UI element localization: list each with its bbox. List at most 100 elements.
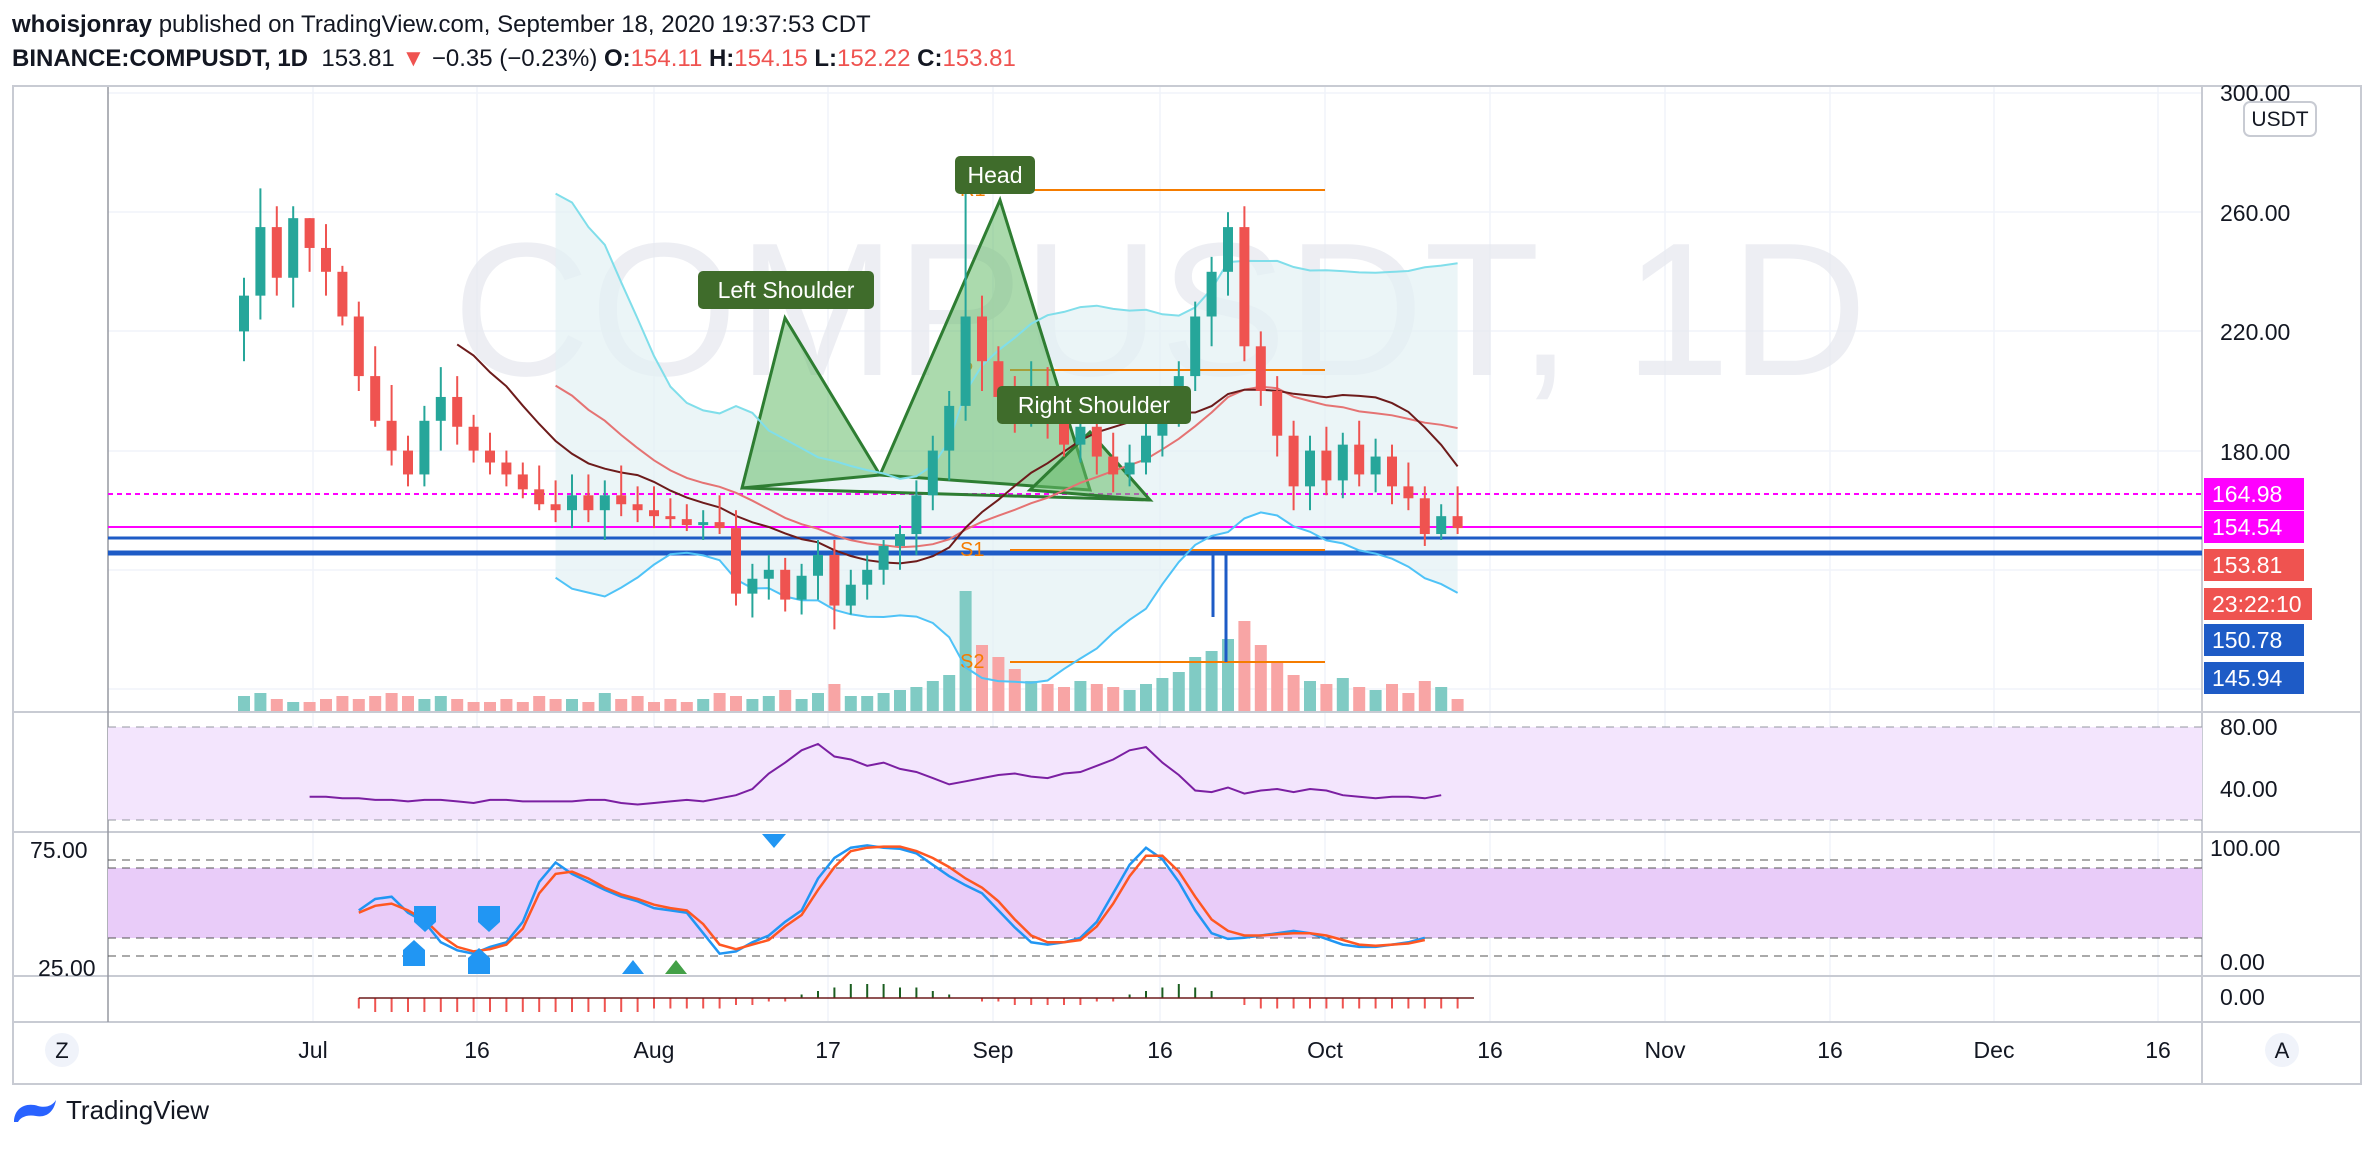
candle-body-20	[567, 495, 577, 511]
candle-body-70	[1387, 456, 1397, 487]
volume-bar-56	[1156, 678, 1169, 711]
volume-bar-51	[1074, 681, 1087, 711]
right-shoulder-triangle[interactable]	[1026, 429, 1154, 502]
right-shoulder-label-box[interactable]	[997, 386, 1191, 424]
currency-badge[interactable]	[2243, 101, 2317, 137]
candle-body-4	[304, 218, 315, 248]
price-label-box-4	[2204, 624, 2304, 656]
ohlc-line: BINANCE:COMPUSDT, 1D 153.81 ▼ −0.35 (−0.…	[12, 42, 1016, 76]
bollinger-upper-line	[555, 192, 1458, 480]
chart-frame	[12, 85, 2362, 1085]
buy-signal-marker-1	[403, 940, 425, 966]
time-tick-3: 17	[815, 1037, 841, 1063]
candle-body-10	[403, 450, 413, 475]
price-tick-220: 220.00	[2220, 319, 2290, 345]
volume-bar-2	[270, 699, 283, 711]
candle-body-72	[1419, 498, 1430, 535]
volume-bar-38	[861, 696, 874, 711]
volume-bar-10	[402, 696, 414, 711]
volume-bar-49	[1041, 684, 1054, 711]
volume-bar-54	[1123, 690, 1136, 711]
candle-body-45	[977, 316, 987, 362]
candle-body-63	[1272, 391, 1283, 436]
price-axis[interactable]: 300.00 260.00 220.00 180.00 80.00 40.00 …	[30, 80, 2290, 1010]
left-shoulder-label-box[interactable]	[698, 271, 874, 309]
candle-body-66	[1321, 450, 1332, 481]
volume-bar-6	[336, 696, 349, 711]
price-label-box-2	[2204, 549, 2304, 581]
low-label: L:	[814, 45, 838, 72]
open-value: 154.11	[630, 45, 703, 72]
volume-bar-39	[877, 693, 890, 711]
volume-bar-27	[680, 702, 693, 711]
zoom-button-circle[interactable]	[45, 1033, 79, 1067]
volume-bar-35	[812, 693, 824, 711]
volume-bar-4	[303, 702, 316, 711]
tradingview-logo-icon	[14, 1099, 56, 1122]
candle-body-8	[370, 376, 381, 421]
time-tick-11: 16	[2145, 1037, 2171, 1063]
time-tick-5: 16	[1147, 1037, 1173, 1063]
symbol-label: BINANCE:COMPUSDT, 1D	[12, 45, 309, 72]
rsi-tick-80: 80.00	[2220, 714, 2278, 740]
price-label-3: 23:22:10	[2212, 591, 2302, 617]
macd-tick-0: 0.00	[2220, 984, 2265, 1010]
candle-body-15	[485, 450, 495, 463]
candle-body-35	[813, 554, 823, 576]
volume-bar-67	[1336, 678, 1349, 711]
candle-body-38	[862, 569, 873, 585]
volume-bar-16	[500, 699, 513, 711]
close-value: 153.81	[942, 45, 1016, 72]
candle-body-74	[1452, 516, 1463, 529]
rsi-band	[108, 727, 2202, 820]
candle-body-29	[714, 522, 725, 529]
volume-bar-32	[762, 696, 775, 711]
volume-bar-73	[1435, 687, 1448, 711]
author-name[interactable]: whoisjonray	[12, 11, 153, 38]
sell-signal-marker-2	[478, 906, 500, 932]
moving-average-dark	[456, 343, 1459, 565]
time-axis[interactable]: Jul 16 Aug 17 Sep 16 Oct 16 Nov 16 Dec 16	[298, 1037, 2171, 1063]
left-shoulder-triangle[interactable]	[740, 314, 883, 490]
candle-body-6	[337, 271, 348, 317]
candle-body-3	[288, 218, 299, 278]
sell-signal-marker-1	[414, 906, 436, 932]
candle-body-5	[321, 247, 331, 272]
volume-bar-37	[844, 696, 857, 711]
volume-bar-0	[238, 696, 250, 711]
candle-body-16	[501, 462, 512, 475]
candle-body-64	[1288, 435, 1299, 487]
head-label-box[interactable]	[955, 156, 1035, 194]
volume-bar-40	[894, 690, 906, 711]
candle-body-25	[649, 510, 659, 517]
time-tick-0: Jul	[298, 1037, 327, 1063]
volume-bar-55	[1140, 684, 1152, 711]
volume-bar-9	[385, 693, 398, 711]
candle-body-7	[353, 316, 364, 377]
currency-label: USDT	[2251, 108, 2308, 131]
volume-bar-61	[1238, 621, 1251, 711]
candle-body-51	[1075, 426, 1086, 445]
candle-body-60	[1223, 227, 1233, 272]
volume-bar-22	[598, 693, 611, 711]
footer: TradingView	[12, 1095, 209, 1126]
candle-body-50	[1059, 420, 1069, 445]
candle-body-9	[386, 420, 397, 451]
right-shoulder-label: Right Shoulder	[1018, 392, 1170, 418]
neckline[interactable]	[741, 486, 1151, 502]
candle-body-27	[681, 519, 692, 526]
auto-scale-button-circle[interactable]	[2265, 1033, 2299, 1067]
zoom-button[interactable]: Z	[55, 1038, 68, 1063]
candle-body-34	[796, 575, 807, 600]
auto-scale-button[interactable]: A	[2275, 1038, 2290, 1063]
left-shoulder-label: Left Shoulder	[718, 277, 855, 303]
candle-body-62	[1255, 346, 1266, 391]
candle-body-61	[1239, 227, 1250, 347]
tradingview-brand[interactable]: TradingView	[66, 1095, 210, 1125]
volume-bar-8	[369, 696, 382, 711]
volume-bar-53	[1107, 687, 1120, 711]
price-label-2: 153.81	[2212, 552, 2282, 578]
price-label-0: 164.98	[2212, 481, 2282, 507]
chart-header: whoisjonray published on TradingView.com…	[12, 8, 1016, 76]
